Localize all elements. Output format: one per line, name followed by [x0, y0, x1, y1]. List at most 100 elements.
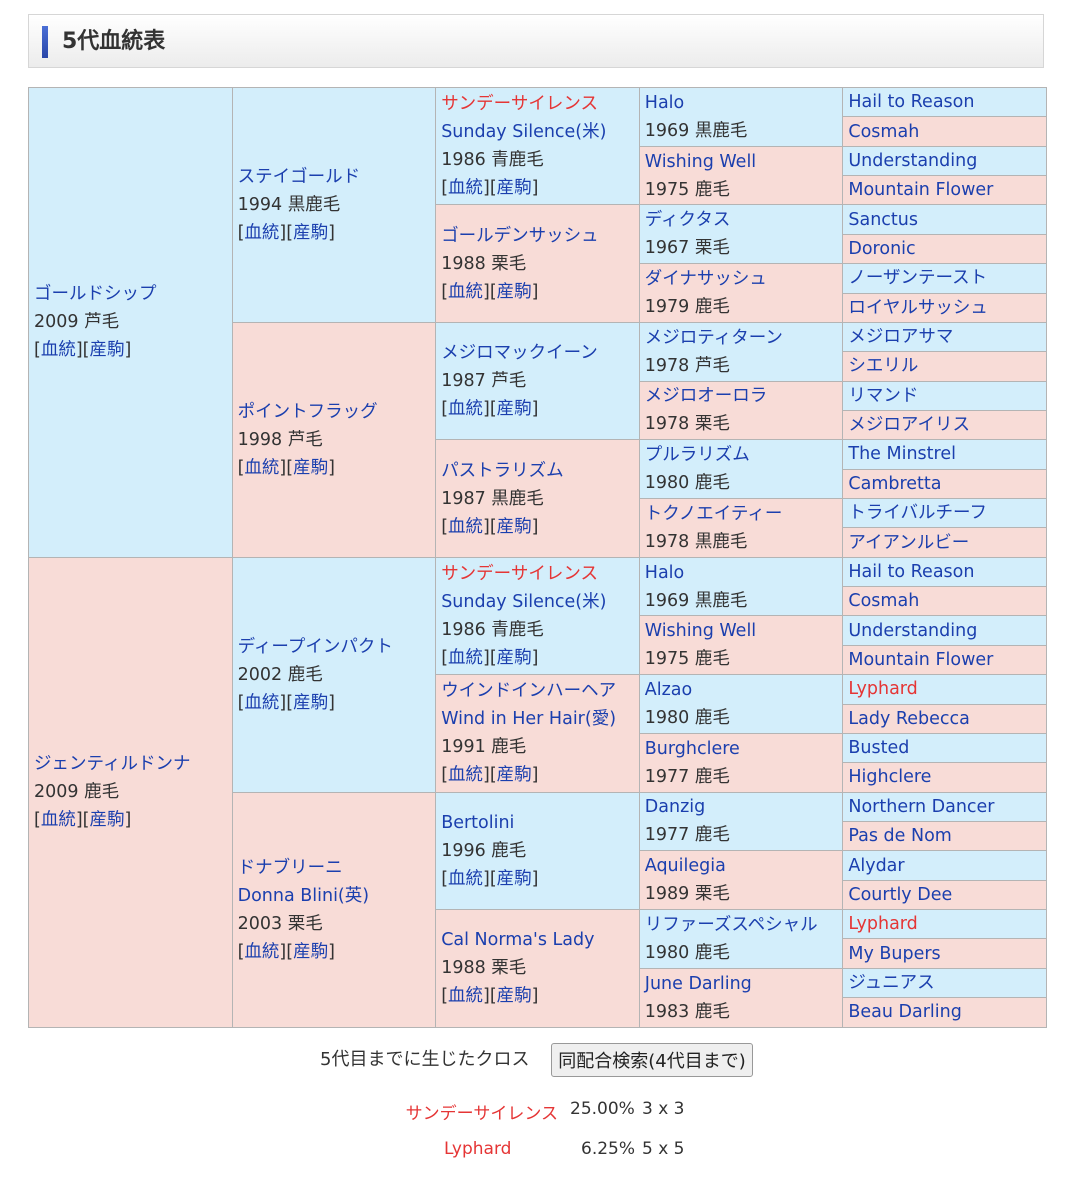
offspring-link[interactable]: 産駒 — [89, 810, 125, 831]
pedigree-link[interactable]: 血統 — [244, 692, 280, 713]
horse-name-link[interactable]: Lyphard — [848, 914, 918, 935]
horse-name-link[interactable]: Alzao — [644, 680, 693, 701]
horse-name-link[interactable]: ステイゴールド — [237, 166, 361, 187]
pedigree-link[interactable]: 血統 — [448, 765, 484, 786]
offspring-link[interactable]: 産駒 — [496, 986, 532, 1007]
horse-name-link[interactable]: Beau Darling — [848, 1002, 962, 1023]
horse-name-link[interactable]: ゴールデンサッシュ — [441, 225, 599, 246]
horse-name-link[interactable]: Halo — [644, 92, 685, 113]
horse-name-link[interactable]: Hail to Reason — [848, 561, 975, 582]
horse-name-link[interactable]: ドナブリーニ — [237, 857, 343, 878]
cross-horse-link[interactable]: サンデーサイレンス — [405, 1104, 558, 1124]
horse-name-link[interactable]: リファーズスペシャル — [644, 914, 818, 935]
horse-name-link[interactable]: Highclere — [848, 767, 932, 788]
pedigree-link[interactable]: 血統 — [448, 986, 484, 1007]
horse-name-link[interactable]: ポイントフラッグ — [237, 401, 378, 422]
horse-name-link[interactable]: メジロオーロラ — [644, 386, 768, 407]
horse-name-link[interactable]: Lyphard — [848, 679, 918, 700]
offspring-link[interactable]: 産駒 — [293, 457, 329, 478]
horse-name-link[interactable]: Northern Dancer — [848, 796, 995, 817]
horse-name-link[interactable]: ディクタス — [644, 210, 731, 231]
horse-english-name-link[interactable]: Donna Blini(英) — [237, 885, 370, 906]
horse-name-link[interactable]: サンデーサイレンス — [441, 563, 598, 584]
pedigree-link[interactable]: 血統 — [448, 868, 484, 889]
horse-name-link[interactable]: アイアンルビー — [848, 532, 970, 553]
horse-name-link[interactable]: June Darling — [644, 973, 752, 994]
horse-name-link[interactable]: ウインドインハーヘア — [441, 681, 617, 702]
horse-name-link[interactable]: Pas de Nom — [848, 826, 952, 847]
offspring-link[interactable]: 産駒 — [496, 765, 532, 786]
horse-name-link[interactable]: リマンド — [848, 385, 919, 406]
pedigree-link[interactable]: 血統 — [244, 457, 280, 478]
horse-name-link[interactable]: ダイナサッシュ — [644, 269, 767, 290]
pedigree-link[interactable]: 血統 — [448, 281, 484, 302]
offspring-link[interactable]: 産駒 — [496, 178, 532, 199]
horse-name-link[interactable]: Wishing Well — [644, 621, 757, 642]
horse-name-link[interactable]: Halo — [644, 562, 685, 583]
horse-name-link[interactable]: Courtly Dee — [848, 884, 953, 905]
offspring-link[interactable]: 産駒 — [293, 941, 329, 962]
horse-name-link[interactable]: Cal Norma's Lady — [441, 930, 595, 951]
horse-name-link[interactable]: Bertolini — [441, 812, 515, 833]
pedigree-link[interactable]: 血統 — [40, 340, 76, 361]
horse-name-link[interactable]: Alydar — [848, 855, 905, 876]
horse-name-link[interactable]: パストラリズム — [441, 460, 564, 481]
horse-name-link[interactable]: My Bupers — [848, 943, 941, 964]
pedigree-link[interactable]: 血統 — [448, 399, 484, 420]
horse-name-link[interactable]: メジロアサマ — [848, 327, 954, 348]
horse-name-link[interactable]: Doronic — [848, 238, 916, 259]
horse-name-link[interactable]: Mountain Flower — [848, 650, 994, 670]
horse-name-link[interactable]: ジェンティルドンナ — [34, 754, 191, 775]
horse-name-link[interactable]: Hail to Reason — [848, 92, 975, 113]
cross-horse-link[interactable]: Lyphard — [444, 1139, 512, 1159]
horse-english-name-link[interactable]: Sunday Silence(米) — [441, 591, 607, 612]
offspring-link[interactable]: 産駒 — [496, 516, 532, 537]
pedigree-link[interactable]: 血統 — [448, 178, 484, 199]
offspring-link[interactable]: 産駒 — [496, 868, 532, 889]
horse-name-link[interactable]: メジロマックイーン — [441, 343, 598, 364]
horse-name-link[interactable]: メジロティターン — [644, 327, 783, 348]
horse-name-link[interactable]: Burghclere — [644, 738, 740, 759]
horse-english-name-link[interactable]: Sunday Silence(米) — [441, 122, 607, 143]
horse-birth-color: 1969 黒鹿毛 — [644, 120, 748, 141]
horse-name-link[interactable]: Wishing Well — [644, 151, 757, 172]
pedigree-link[interactable]: 血統 — [448, 647, 484, 668]
horse-name-link[interactable]: Lady Rebecca — [848, 708, 970, 729]
offspring-link[interactable]: 産駒 — [293, 222, 329, 243]
horse-name-link[interactable]: Danzig — [644, 797, 706, 818]
ancestor-cell-gen2: ディープインパクト 2002 鹿毛 [血統][産駒] — [231, 556, 437, 793]
horse-name-link[interactable]: Cosmah — [848, 121, 920, 142]
horse-name-link[interactable]: ジュニアス — [848, 972, 935, 993]
horse-name-link[interactable]: Understanding — [848, 620, 978, 641]
offspring-link[interactable]: 産駒 — [293, 692, 329, 713]
pedigree-link[interactable]: 血統 — [448, 516, 484, 537]
horse-name-link[interactable]: The Minstrel — [848, 444, 956, 465]
pedigree-link[interactable]: 血統 — [244, 222, 280, 243]
horse-name-link[interactable]: Aquilegia — [644, 856, 726, 877]
horse-name-link[interactable]: Understanding — [848, 150, 978, 171]
horse-name-link[interactable]: サンデーサイレンス — [441, 94, 598, 115]
horse-name-link[interactable]: ディープインパクト — [237, 636, 393, 657]
horse-name-link[interactable]: Busted — [848, 738, 910, 759]
offspring-link[interactable]: 産駒 — [496, 281, 532, 302]
horse-name-link[interactable]: Sanctus — [848, 209, 918, 230]
offspring-link[interactable]: 産駒 — [496, 399, 532, 420]
horse-name-link[interactable]: メジロアイリス — [848, 415, 970, 436]
horse-name-link[interactable]: ロイヤルサッシュ — [848, 297, 988, 318]
horse-name-link[interactable]: Cosmah — [848, 591, 920, 612]
horse-name-link[interactable]: シエリル — [848, 356, 919, 377]
offspring-link[interactable]: 産駒 — [496, 647, 532, 668]
horse-name-link[interactable]: トライバルチーフ — [848, 503, 987, 524]
offspring-link[interactable]: 産駒 — [89, 340, 125, 361]
horse-name-link[interactable]: ノーザンテースト — [848, 268, 988, 289]
horse-name-link[interactable]: プルラリズム — [644, 445, 750, 466]
horse-name-link[interactable]: ゴールドシップ — [34, 284, 157, 305]
horse-name-link[interactable]: Cambretta — [848, 473, 942, 494]
pedigree-link[interactable]: 血統 — [40, 810, 76, 831]
ancestor-cell-gen5: Understanding — [842, 615, 1047, 646]
horse-name-link[interactable]: Mountain Flower — [848, 180, 994, 201]
horse-english-name-link[interactable]: Wind in Her Hair(愛) — [441, 709, 617, 730]
same-mating-search-button[interactable]: 同配合検索(4代目まで) — [551, 1043, 753, 1077]
horse-name-link[interactable]: トクノエイティー — [644, 503, 783, 524]
pedigree-link[interactable]: 血統 — [244, 941, 280, 962]
